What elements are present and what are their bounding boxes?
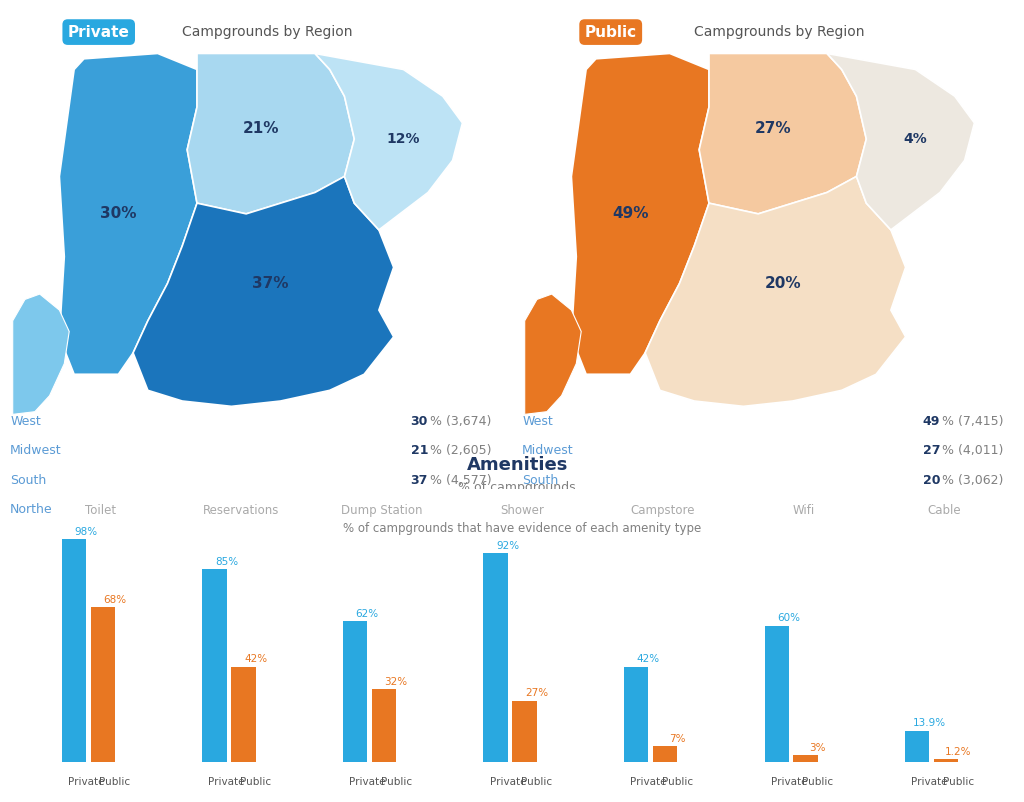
Text: 32%: 32% xyxy=(385,677,408,687)
Text: 3%: 3% xyxy=(810,743,826,753)
Polygon shape xyxy=(187,54,354,214)
Text: % (4,011): % (4,011) xyxy=(942,444,1004,457)
Bar xyxy=(653,746,677,762)
Bar xyxy=(905,731,930,762)
Polygon shape xyxy=(571,54,709,375)
Text: Private: Private xyxy=(68,777,104,787)
Bar xyxy=(624,666,648,762)
Bar xyxy=(372,690,396,762)
Text: % (3,674): % (3,674) xyxy=(430,415,492,427)
Text: 30: 30 xyxy=(411,415,428,427)
Text: % (3,062): % (3,062) xyxy=(942,474,1004,487)
Text: 7%: 7% xyxy=(669,734,685,744)
Text: 13.9%: 13.9% xyxy=(913,719,946,728)
Text: 4: 4 xyxy=(931,503,940,516)
Text: Private: Private xyxy=(630,777,667,787)
Text: 42%: 42% xyxy=(244,654,267,664)
Text: Public: Public xyxy=(240,777,271,787)
Text: 21: 21 xyxy=(411,444,428,457)
Text: 98%: 98% xyxy=(75,527,97,537)
Text: Public: Public xyxy=(381,777,412,787)
Text: Private: Private xyxy=(68,25,130,39)
Text: Wifi: Wifi xyxy=(793,504,814,516)
Text: Northeast: Northeast xyxy=(10,503,72,516)
Bar xyxy=(61,539,86,762)
Text: South: South xyxy=(10,474,46,487)
Text: Public: Public xyxy=(802,777,834,787)
Text: 42%: 42% xyxy=(637,654,659,664)
Text: South: South xyxy=(522,474,558,487)
Text: 12: 12 xyxy=(411,503,428,516)
Bar xyxy=(512,701,537,762)
Text: Public: Public xyxy=(99,777,131,787)
Text: Campstore: Campstore xyxy=(631,504,695,516)
Polygon shape xyxy=(12,294,70,415)
Text: 37: 37 xyxy=(411,474,428,487)
Text: Toilet: Toilet xyxy=(85,504,116,516)
Text: 20: 20 xyxy=(923,474,940,487)
Text: 27%: 27% xyxy=(525,688,548,699)
Text: Northeast: Northeast xyxy=(522,503,584,516)
Text: Campgrounds by Region: Campgrounds by Region xyxy=(694,25,865,39)
Text: Private: Private xyxy=(349,777,385,787)
Bar xyxy=(765,626,788,762)
Text: Campgrounds by Region: Campgrounds by Region xyxy=(182,25,353,39)
Text: 49: 49 xyxy=(923,415,940,427)
Text: West: West xyxy=(10,415,41,427)
Text: % of campgrounds: % of campgrounds xyxy=(459,481,575,494)
Bar xyxy=(343,621,368,762)
Text: 30%: 30% xyxy=(100,206,136,221)
Text: 27: 27 xyxy=(923,444,940,457)
Text: Amenities: Amenities xyxy=(467,456,567,474)
Text: % (7,415): % (7,415) xyxy=(942,415,1004,427)
Bar xyxy=(483,553,508,762)
Text: 68%: 68% xyxy=(103,595,127,606)
Text: Dump Station: Dump Station xyxy=(341,504,423,516)
Text: Public: Public xyxy=(662,777,693,787)
Bar xyxy=(91,607,115,762)
Text: 1.2%: 1.2% xyxy=(945,747,972,757)
Text: % of campgrounds that have evidence of each amenity type: % of campgrounds that have evidence of e… xyxy=(343,522,701,535)
Text: Private: Private xyxy=(771,777,807,787)
Text: 92%: 92% xyxy=(497,541,519,551)
Text: 27%: 27% xyxy=(755,121,792,136)
Text: 4%: 4% xyxy=(903,132,928,146)
Text: Midwest: Midwest xyxy=(10,444,61,457)
Text: 85%: 85% xyxy=(215,557,239,566)
Text: Public: Public xyxy=(585,25,637,39)
Polygon shape xyxy=(133,176,393,407)
Text: Cable: Cable xyxy=(927,504,961,516)
Text: % (2,605): % (2,605) xyxy=(430,444,492,457)
Text: 49%: 49% xyxy=(612,206,648,221)
Text: % (1,434): % (1,434) xyxy=(430,503,492,516)
Polygon shape xyxy=(645,176,905,407)
Bar xyxy=(231,666,256,762)
Polygon shape xyxy=(699,54,866,214)
Text: Shower: Shower xyxy=(501,504,544,516)
Text: 60%: 60% xyxy=(777,614,801,623)
Bar xyxy=(794,755,818,762)
Text: % (631): % (631) xyxy=(942,503,992,516)
Text: Midwest: Midwest xyxy=(522,444,573,457)
Text: % (4,577): % (4,577) xyxy=(430,474,493,487)
Text: 21%: 21% xyxy=(243,121,280,136)
Text: 62%: 62% xyxy=(355,609,379,619)
Polygon shape xyxy=(59,54,197,375)
Text: Public: Public xyxy=(521,777,552,787)
Polygon shape xyxy=(827,54,975,230)
Text: West: West xyxy=(522,415,553,427)
Text: Private: Private xyxy=(209,777,245,787)
Text: Reservations: Reservations xyxy=(203,504,280,516)
Text: 20%: 20% xyxy=(765,276,801,291)
Text: 37%: 37% xyxy=(253,276,289,291)
Text: 12%: 12% xyxy=(387,132,420,146)
Bar xyxy=(203,569,226,762)
Text: Private: Private xyxy=(911,777,947,787)
Polygon shape xyxy=(524,294,582,415)
Polygon shape xyxy=(315,54,463,230)
Text: Public: Public xyxy=(943,777,974,787)
Text: Private: Private xyxy=(489,777,526,787)
Bar xyxy=(934,759,958,762)
